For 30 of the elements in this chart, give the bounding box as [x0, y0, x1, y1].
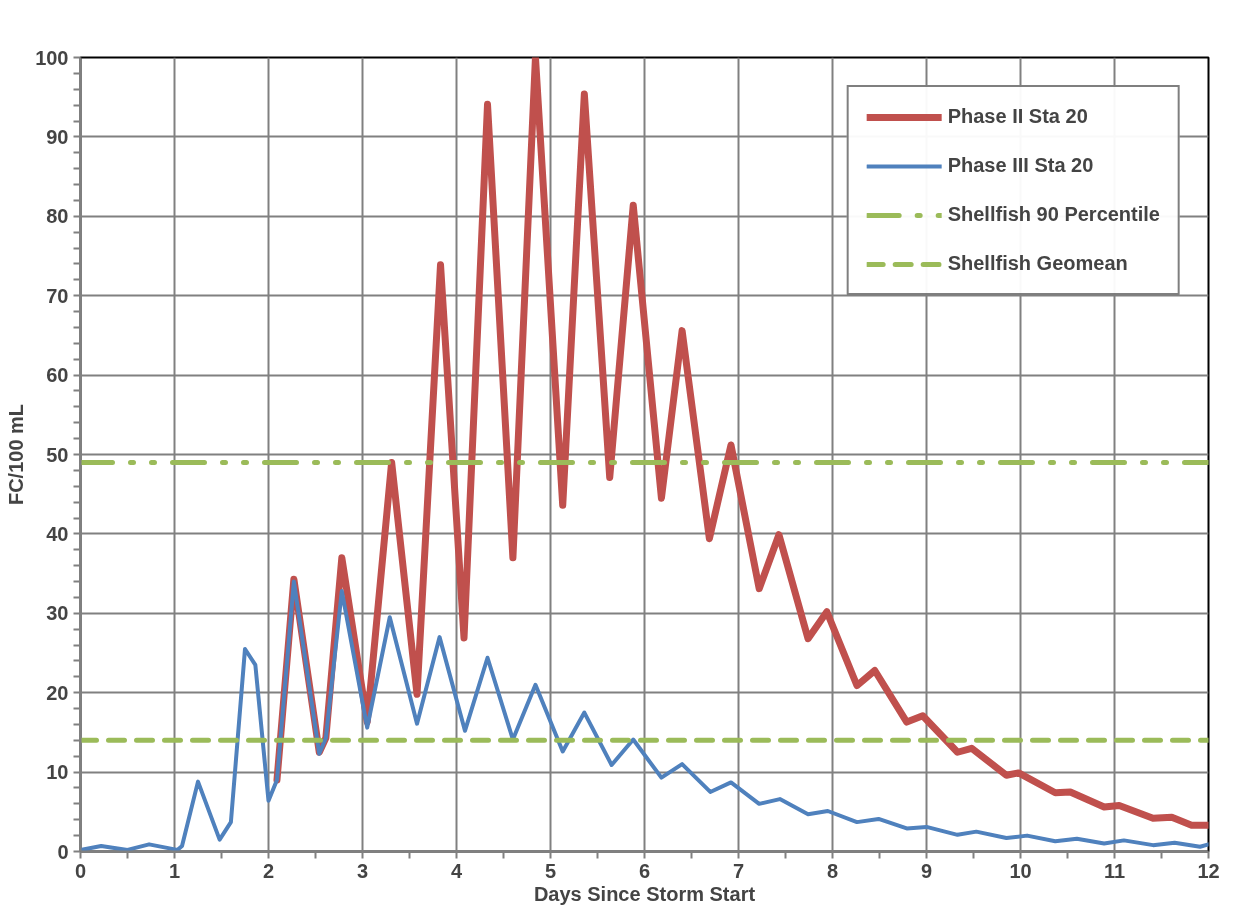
x-tick-label: 7: [732, 859, 745, 882]
y-tick-label: 70: [46, 284, 69, 307]
y-tick-label: 90: [46, 125, 69, 148]
y-tick-label: 100: [35, 46, 69, 69]
y-tick-label: 50: [46, 443, 69, 466]
y-tick-label: 60: [46, 364, 69, 387]
x-tick-label: 3: [356, 859, 369, 882]
legend-label: Shellfish 90 Percentile: [947, 203, 1160, 226]
legend-label: Phase II Sta 20: [947, 105, 1088, 128]
x-tick-label: 5: [544, 859, 557, 882]
x-tick-label: 6: [638, 859, 651, 882]
y-axis-title: FC/100 mL: [5, 403, 28, 506]
x-tick-label: 4: [450, 859, 463, 882]
y-tick-label: 80: [46, 205, 69, 228]
x-tick-label: 1: [168, 859, 181, 882]
x-tick-label: 9: [920, 859, 933, 882]
legend-label: Shellfish Geomean: [947, 252, 1128, 275]
x-tick-label: 2: [262, 859, 275, 882]
y-tick-label: 20: [46, 681, 69, 704]
x-axis-title: Days Since Storm Start: [533, 882, 756, 905]
y-tick-label: 30: [46, 602, 69, 625]
y-tick-label: 40: [46, 522, 69, 545]
x-tick-label: 11: [1103, 859, 1126, 882]
y-tick-label: 0: [57, 840, 69, 863]
x-tick-label: 10: [1009, 859, 1032, 882]
x-tick-label: 12: [1197, 859, 1220, 882]
x-tick-label: 8: [826, 859, 839, 882]
legend-label: Phase III Sta 20: [947, 154, 1094, 177]
y-tick-label: 10: [46, 761, 69, 784]
x-tick-label: 0: [74, 859, 87, 882]
